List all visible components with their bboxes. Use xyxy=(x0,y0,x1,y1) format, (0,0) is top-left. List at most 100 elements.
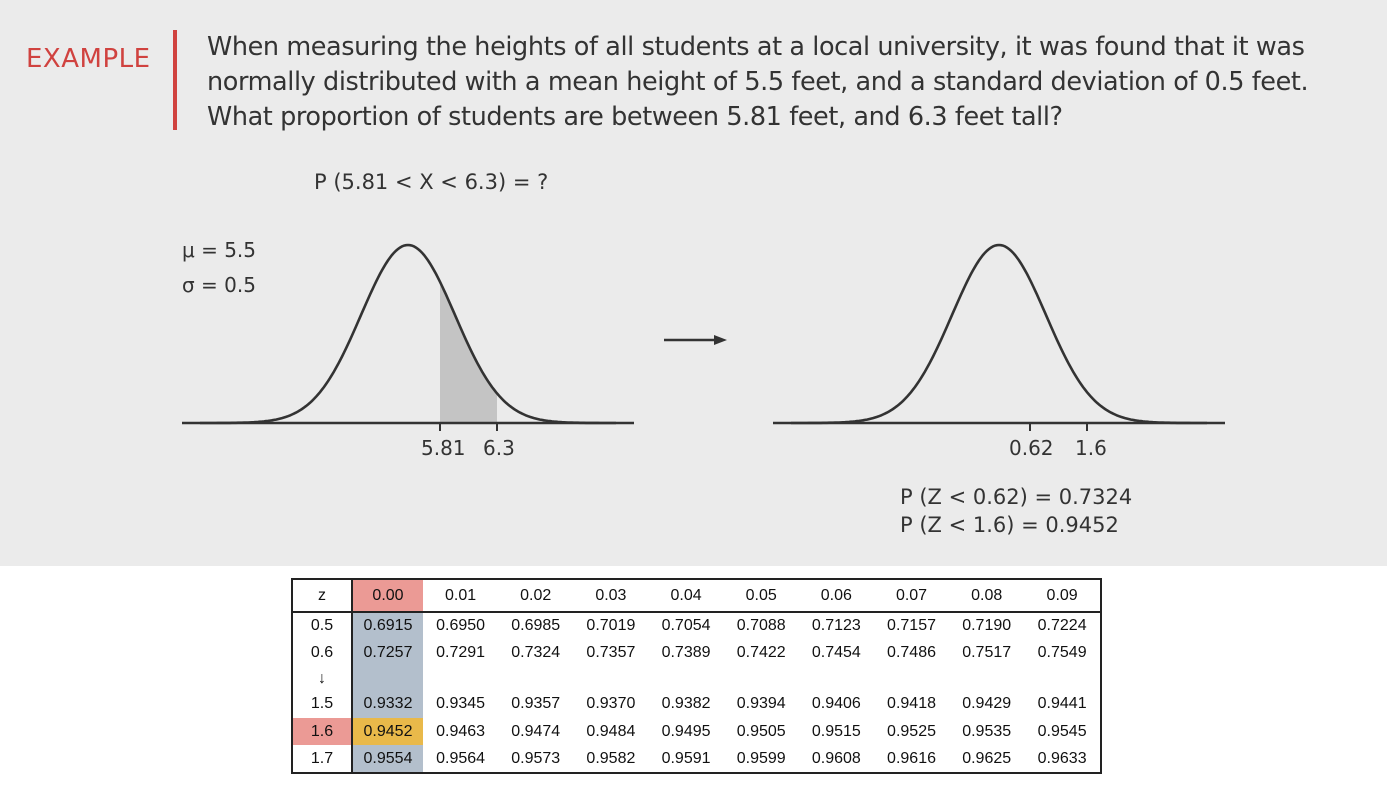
table-cell: 0.9608 xyxy=(811,749,861,767)
tick-label-5-81: 5.81 xyxy=(421,436,466,460)
table-cell xyxy=(949,667,1024,690)
col-header: 0.08 xyxy=(949,579,1025,613)
table-cell: 0.9452 xyxy=(352,717,423,746)
table-cell: 0.7454 xyxy=(811,644,861,662)
table-cell: 0.7291 xyxy=(436,644,486,662)
question-text: When measuring the heights of all studen… xyxy=(207,30,1377,135)
table-cell: 0.9484 xyxy=(586,722,636,740)
z-row-label: 1.6 xyxy=(292,717,353,746)
table-cell: 0.7190 xyxy=(962,617,1012,635)
tick-label-0-62: 0.62 xyxy=(1009,436,1054,460)
table-cell: 0.9591 xyxy=(661,749,711,767)
table-cell: 0.9505 xyxy=(736,722,786,740)
table-cell: 0.7123 xyxy=(811,617,861,635)
table-cell: 0.7486 xyxy=(887,644,936,662)
table-cell: 0.6985 xyxy=(511,617,561,635)
question-line: What proportion of students are between … xyxy=(207,102,1063,132)
tick-label-1-6: 1.6 xyxy=(1075,436,1107,460)
shaded-area xyxy=(440,281,497,423)
table-cell: 0.7088 xyxy=(736,617,786,635)
table-cell: 0.9474 xyxy=(511,722,561,740)
table-cell xyxy=(573,667,648,690)
table-row: 1.7 0.9554 0.9564 0.9573 0.9582 0.9591 0.9599 0… xyxy=(292,745,1101,773)
table-cell: 0.6950 xyxy=(436,617,486,635)
table-cell: 0.9441 xyxy=(1037,694,1087,712)
col-header: 0.04 xyxy=(648,579,724,613)
col-header: 0.09 xyxy=(1024,579,1101,613)
table-cell: 0.9406 xyxy=(811,694,861,712)
table-cell: 0.7549 xyxy=(1037,644,1087,662)
table-cell xyxy=(1024,667,1101,690)
result-z-0-62: P (Z < 0.62) = 0.7324 xyxy=(900,485,1133,509)
table-cell: 0.9616 xyxy=(887,749,936,767)
table-cell: 0.9582 xyxy=(586,749,636,767)
left-normal-curve xyxy=(200,243,616,425)
table-cell: 0.7357 xyxy=(586,644,636,662)
z-row-label: 1.5 xyxy=(292,690,353,718)
table-row: ↓ xyxy=(292,667,1101,691)
accent-divider xyxy=(173,30,177,130)
table-cell: 0.9545 xyxy=(1037,722,1087,740)
probability-question: P (5.81 < X < 6.3) = ? xyxy=(314,170,549,194)
z-results: P (Z < 0.62) = 0.7324 P (Z < 1.6) = 0.94… xyxy=(900,483,1132,539)
example-panel xyxy=(0,0,1387,566)
table-cell: 0.9429 xyxy=(962,694,1012,712)
table-cell: 0.9525 xyxy=(887,722,936,740)
table-cell: 0.7257 xyxy=(352,639,423,668)
table-cell xyxy=(799,667,874,690)
table-cell: 0.9357 xyxy=(511,694,561,712)
table-cell: 0.7324 xyxy=(511,644,561,662)
table-cell: 0.7054 xyxy=(661,617,711,635)
z-row-label: 1.7 xyxy=(292,745,353,773)
table-cell: 0.6915 xyxy=(352,612,423,640)
z-header: z xyxy=(292,579,353,613)
table-row: 1.5 0.9332 0.9345 0.9357 0.9370 0.9382 0.9394 0… xyxy=(292,690,1101,718)
table-cell xyxy=(648,667,723,690)
col-header: 0.00 xyxy=(352,579,423,613)
table-cell xyxy=(352,667,423,691)
table-cell: 0.9495 xyxy=(661,722,711,740)
table-cell: 0.9554 xyxy=(352,745,423,773)
right-normal-curve xyxy=(791,243,1207,425)
mean-label: μ = 5.5 xyxy=(182,238,257,262)
table-cell: 0.7389 xyxy=(661,644,711,662)
table-cell: 0.9332 xyxy=(352,690,423,718)
table-cell: 0.9370 xyxy=(586,694,636,712)
table-cell: 0.9345 xyxy=(436,694,486,712)
table-cell xyxy=(874,667,949,690)
table-cell: 0.9535 xyxy=(962,722,1012,740)
table-cell: 0.9625 xyxy=(962,749,1012,767)
table-cell: 0.7157 xyxy=(887,617,936,635)
table-cell: 0.7517 xyxy=(962,644,1012,662)
table-row: 0.6 0.7257 0.7291 0.7324 0.7357 0.7389 0.7422 0… xyxy=(292,639,1101,668)
table-cell: 0.9394 xyxy=(736,694,786,712)
table-cell xyxy=(724,667,799,690)
table-cell xyxy=(498,667,573,690)
table-cell xyxy=(423,667,498,690)
table-cell: 0.9515 xyxy=(811,722,861,740)
sigma-label: σ = 0.5 xyxy=(182,273,256,297)
table-cell: 0.7019 xyxy=(586,617,636,635)
tick-label-6-3: 6.3 xyxy=(483,436,515,460)
table-cell: 0.9463 xyxy=(436,722,486,740)
example-tag: EXAMPLE xyxy=(26,44,151,74)
table-cell: 0.9418 xyxy=(887,694,936,712)
table-row: 0.5 0.6915 0.6950 0.6985 0.7019 0.7054 0.7088 0… xyxy=(292,612,1101,640)
col-header: 0.02 xyxy=(498,579,574,613)
table-cell: 0.9564 xyxy=(436,749,486,767)
col-header: 0.05 xyxy=(723,579,799,613)
table-row: 1.6 0.9452 0.9463 0.9474 0.9484 0.9495 0.9505 0… xyxy=(292,717,1101,746)
col-header: 0.03 xyxy=(573,579,649,613)
z-table-header: z 0.00 0.01 0.02 0.03 0.04 0.05 0.06 0.0… xyxy=(292,579,1101,613)
col-header: 0.01 xyxy=(423,579,499,613)
question-line: normally distributed with a mean height … xyxy=(207,67,1309,97)
z-row-label: 0.6 xyxy=(292,639,353,668)
transform-arrow-head xyxy=(714,335,727,345)
table-cell: 0.7224 xyxy=(1037,617,1087,635)
col-header: 0.06 xyxy=(798,579,874,613)
table-cell: 0.9382 xyxy=(661,694,711,712)
col-header: 0.07 xyxy=(873,579,950,613)
z-row-label: ↓ xyxy=(292,667,353,691)
table-cell: 0.9633 xyxy=(1037,749,1087,767)
z-row-label: 0.5 xyxy=(292,612,353,640)
